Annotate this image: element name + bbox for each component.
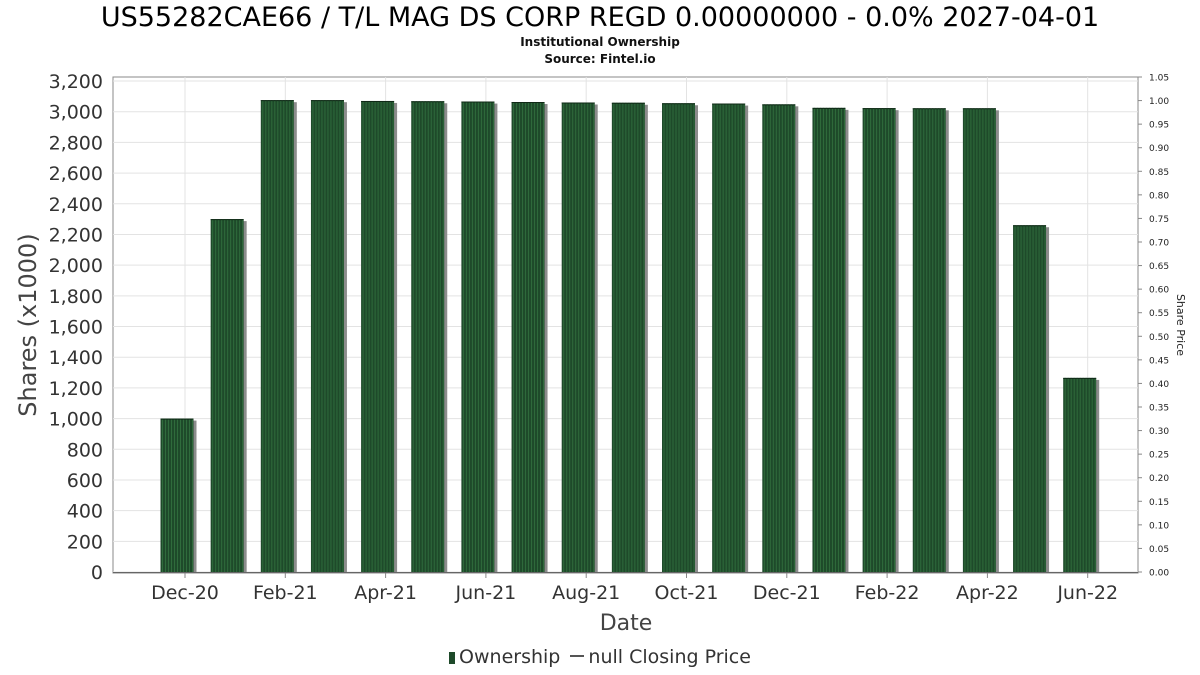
bar-ownership — [611, 102, 648, 573]
bar-ownership — [862, 108, 899, 572]
legend-label-ownership: Ownership — [459, 646, 561, 668]
bar-ownership — [812, 107, 849, 572]
y-tick-label: 1,200 — [49, 378, 103, 400]
bar-ownership — [160, 418, 197, 572]
x-axis-label: Date — [600, 611, 653, 636]
y-tick-label: 200 — [67, 531, 103, 553]
y-tick-label: 1,400 — [49, 347, 103, 369]
bar-ownership — [962, 108, 999, 572]
bar-ownership — [662, 103, 698, 572]
y-tick-label: 3,000 — [49, 102, 103, 124]
legend-label-closing-price: null Closing Price — [588, 646, 751, 668]
y-tick-label: 600 — [67, 470, 103, 492]
y2-tick-label: 0.95 — [1149, 121, 1169, 131]
y-tick-label: 1,800 — [49, 286, 103, 308]
x-tick-label: Apr-22 — [956, 582, 1019, 604]
y2-tick-label: 0.05 — [1149, 545, 1169, 555]
x-tick-label: Apr-21 — [354, 582, 417, 604]
y2-tick-label: 0.90 — [1149, 144, 1169, 154]
x-tick-label: Dec-20 — [151, 582, 219, 604]
y-tick-label: 3,200 — [49, 71, 103, 93]
x-tick-label: Oct-21 — [655, 582, 719, 604]
y2-tick-label: 0.45 — [1149, 356, 1169, 366]
legend-item-closing-price: null Closing Price — [570, 646, 751, 668]
x-tick-label: Dec-21 — [753, 582, 821, 604]
y2-tick-label: 0.30 — [1149, 427, 1169, 437]
y2-tick-label: 0.10 — [1149, 521, 1169, 531]
y2-tick-label: 0.55 — [1149, 309, 1169, 319]
y-tick-label: 2,200 — [49, 224, 103, 246]
bar-ownership — [461, 101, 498, 573]
y-tick-label: 2,800 — [49, 132, 103, 154]
x-tick-label: Feb-21 — [253, 582, 318, 604]
y2-tick-label: 0.50 — [1149, 333, 1169, 343]
chart-title: US55282CAE66 / T/L MAG DS CORP REGD 0.00… — [100, 2, 1100, 33]
ownership-swatch-icon — [449, 652, 456, 664]
chart-subtitle: Institutional Ownership — [520, 35, 680, 49]
legend-item-ownership: Ownership — [449, 646, 560, 668]
y-tick-label: 1,600 — [49, 317, 103, 339]
x-tick-label: Feb-22 — [855, 582, 920, 604]
y2-tick-label: 0.70 — [1149, 239, 1169, 249]
y2-tick-label: 0.85 — [1149, 168, 1169, 178]
bar-ownership — [260, 100, 297, 572]
bar-ownership — [511, 102, 548, 572]
y2-tick-label: 0.15 — [1149, 498, 1169, 508]
y2-tick-label: 1.05 — [1149, 74, 1169, 84]
closing-price-swatch-icon — [570, 655, 585, 657]
y-tick-label: 0 — [91, 562, 103, 584]
y2-tick-label: 0.35 — [1149, 404, 1169, 414]
bar-ownership — [1063, 377, 1100, 572]
y2-tick-label: 0.00 — [1149, 569, 1169, 579]
y-tick-label: 1,000 — [49, 409, 103, 431]
y-tick-label: 2,600 — [49, 163, 103, 185]
y-tick-label: 400 — [67, 501, 103, 523]
y-tick-label: 2,000 — [49, 255, 103, 277]
chart-source: Source: Fintel.io — [544, 52, 656, 66]
y2-tick-label: 0.75 — [1149, 215, 1169, 225]
y2-tick-label: 0.60 — [1149, 286, 1169, 296]
y2-tick-label: 0.80 — [1149, 191, 1169, 201]
y2-axis-label: Share Price — [1174, 294, 1187, 356]
y2-tick-label: 1.00 — [1149, 97, 1169, 107]
y2-tick-label: 0.65 — [1149, 262, 1169, 272]
y2-tick-label: 0.40 — [1149, 380, 1169, 390]
axes: 0 200 400 600 800 1,000 1,200 1,400 1,600 1,800 2,… — [49, 71, 1170, 604]
x-tick-label: Jun-21 — [455, 582, 517, 604]
bar-ownership — [210, 219, 247, 572]
y2-tick-label: 0.20 — [1149, 474, 1169, 484]
y-axis-label: Shares (x1000) — [14, 233, 42, 416]
bars — [160, 100, 1100, 573]
bar-ownership — [762, 104, 799, 572]
bar-ownership — [561, 102, 598, 572]
y2-tick-label: 0.25 — [1149, 451, 1169, 461]
bar-ownership — [712, 103, 749, 573]
y-tick-label: 800 — [67, 439, 103, 461]
y-tick-label: 2,400 — [49, 194, 103, 216]
bar-ownership — [1013, 225, 1050, 572]
bar-ownership — [361, 100, 398, 573]
bar-ownership — [310, 100, 347, 572]
x-tick-label: Jun-22 — [1056, 582, 1118, 604]
legend: Ownership null Closing Price — [0, 646, 1200, 668]
bar-ownership — [912, 108, 949, 572]
bar-ownership — [411, 101, 448, 572]
x-tick-label: Aug-21 — [552, 582, 620, 604]
